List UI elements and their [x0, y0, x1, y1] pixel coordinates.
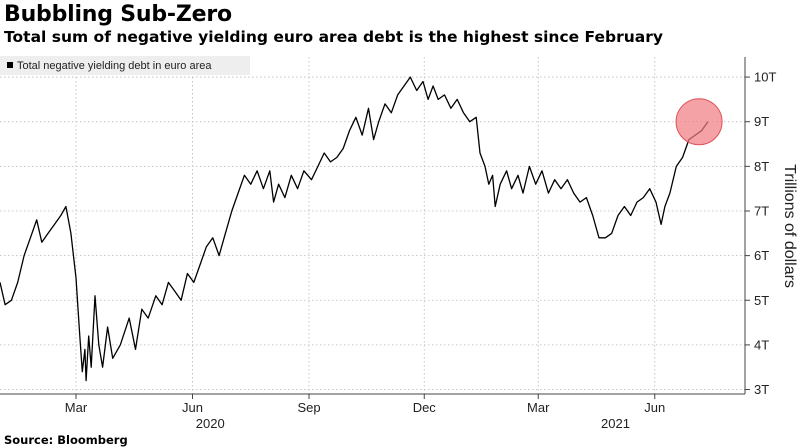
series-line: [0, 76, 709, 382]
gridlines: [0, 57, 745, 394]
y-tick-label: 6T: [754, 248, 769, 263]
y-tick-label: 3T: [754, 382, 769, 397]
year-label: 2021: [601, 416, 630, 431]
legend-background: [0, 56, 250, 75]
year-label: 2020: [196, 416, 225, 431]
legend-swatch: [7, 62, 13, 68]
y-tick-label: 5T: [754, 293, 769, 308]
highlight-circle: [675, 98, 723, 146]
x-tick-label: Dec: [413, 400, 437, 415]
x-tick-label: Jun: [644, 400, 665, 415]
x-tick-label: Sep: [297, 400, 320, 415]
chart-title: Bubbling Sub-Zero: [4, 2, 232, 27]
y-tick-label: 7T: [754, 203, 769, 218]
source-note: Source: Bloomberg: [4, 433, 128, 447]
y-tick-label: 4T: [754, 337, 769, 352]
y-tick-label: 9T: [754, 114, 769, 129]
x-tick-label: Mar: [527, 400, 550, 415]
y-tick-label: 8T: [754, 159, 769, 174]
series-layer: [0, 76, 723, 382]
y-axis-title: Trillions of dollars: [781, 164, 798, 288]
x-tick-label: Jun: [182, 400, 203, 415]
y-tick-label: 10T: [754, 70, 776, 85]
legend-label: Total negative yielding debt in euro are…: [17, 60, 212, 72]
x-tick-label: Mar: [65, 400, 88, 415]
legend: Total negative yielding debt in euro are…: [0, 56, 250, 75]
chart-subtitle: Total sum of negative yielding euro area…: [4, 28, 663, 46]
